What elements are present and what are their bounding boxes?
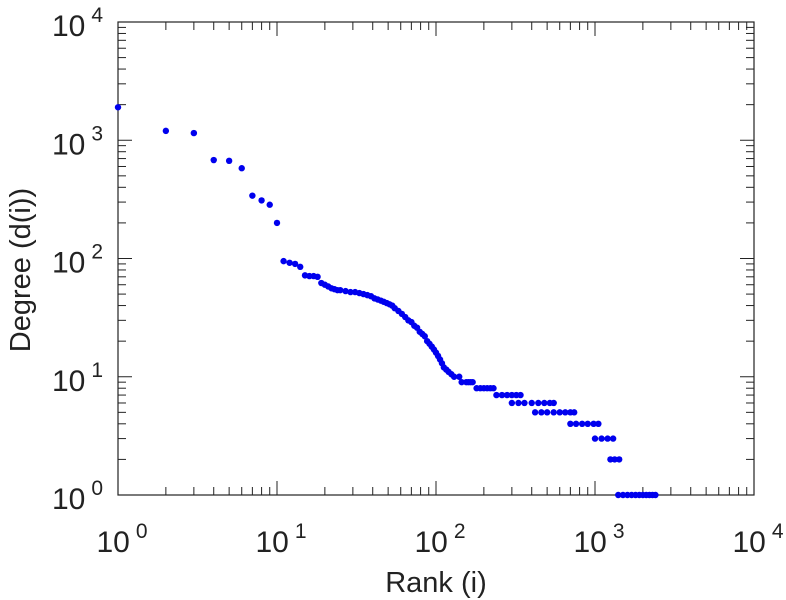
data-point bbox=[609, 435, 617, 442]
data-point bbox=[535, 399, 542, 407]
y-tick-label: 10 3 bbox=[52, 122, 103, 161]
data-point bbox=[280, 257, 287, 265]
data-point bbox=[521, 399, 528, 407]
data-point bbox=[652, 491, 659, 499]
data-point bbox=[342, 287, 349, 295]
data-point bbox=[162, 127, 170, 135]
data-point bbox=[562, 409, 569, 416]
x-tick-label: 10 1 bbox=[255, 520, 306, 559]
data-point bbox=[604, 435, 611, 442]
data-point bbox=[347, 288, 354, 296]
x-tick-label: 10 4 bbox=[732, 520, 783, 559]
data-point bbox=[190, 129, 198, 137]
data-point bbox=[503, 391, 511, 399]
data-point bbox=[567, 420, 574, 428]
data-point bbox=[550, 399, 557, 407]
data-point bbox=[615, 491, 622, 499]
data-point bbox=[598, 435, 605, 442]
y-tick-label: 10 0 bbox=[52, 477, 103, 516]
axis-ticks bbox=[118, 22, 754, 495]
data-point bbox=[210, 156, 217, 164]
data-point bbox=[266, 201, 273, 208]
data-point bbox=[508, 399, 516, 407]
data-point bbox=[541, 399, 548, 407]
data-point bbox=[421, 333, 428, 340]
plot-frame bbox=[117, 21, 755, 496]
data-point bbox=[595, 420, 602, 428]
data-point bbox=[515, 399, 522, 407]
data-point bbox=[297, 263, 304, 271]
data-point bbox=[611, 456, 618, 463]
data-point bbox=[578, 420, 586, 428]
data-point bbox=[619, 491, 627, 499]
data-point bbox=[291, 260, 299, 268]
data-point bbox=[591, 435, 599, 442]
data-point bbox=[584, 420, 591, 428]
y-tick-label: 10 2 bbox=[52, 241, 103, 280]
data-point bbox=[493, 391, 500, 399]
data-point bbox=[572, 420, 580, 428]
data-point bbox=[286, 259, 293, 266]
data-point bbox=[538, 409, 545, 416]
data-point bbox=[456, 373, 463, 380]
data-point bbox=[114, 104, 122, 111]
y-tick-label: 10 4 bbox=[52, 4, 103, 43]
x-tick-labels: 10 0 10 1 10 2 10 3 10 4 bbox=[96, 520, 783, 559]
data-point bbox=[469, 378, 476, 386]
data-point bbox=[273, 219, 281, 227]
data-point bbox=[337, 286, 344, 294]
data-point bbox=[550, 409, 557, 416]
data-point bbox=[508, 391, 516, 399]
data-point bbox=[517, 391, 524, 399]
x-axis-title: Rank (i) bbox=[385, 567, 487, 599]
data-point bbox=[225, 157, 233, 165]
data-point bbox=[556, 409, 563, 416]
data-point bbox=[498, 391, 506, 399]
data-point bbox=[249, 192, 256, 199]
data-point bbox=[543, 409, 551, 416]
data-point bbox=[458, 378, 465, 386]
data-point bbox=[590, 420, 597, 428]
data-point bbox=[571, 409, 578, 416]
x-tick-label: 10 0 bbox=[96, 520, 147, 559]
data-point bbox=[238, 165, 245, 172]
data-point bbox=[258, 197, 265, 204]
y-tick-label: 10 1 bbox=[52, 359, 103, 398]
data-point bbox=[450, 373, 458, 380]
data-point bbox=[314, 273, 321, 281]
x-tick-label: 10 2 bbox=[414, 520, 465, 559]
data-point bbox=[528, 399, 535, 407]
data-point bbox=[531, 409, 539, 416]
data-point bbox=[616, 456, 623, 463]
y-axis-title: Degree (d(i)) bbox=[5, 188, 37, 352]
data-points bbox=[114, 104, 659, 499]
data-point bbox=[490, 385, 497, 392]
x-tick-label: 10 3 bbox=[573, 520, 624, 559]
